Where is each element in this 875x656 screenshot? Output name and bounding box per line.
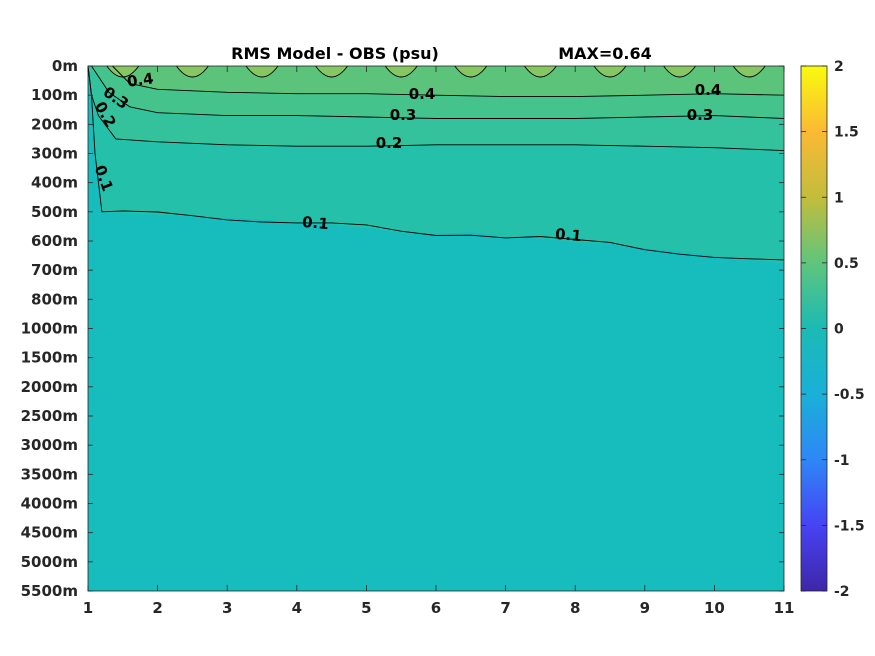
contour-label: 0.1 bbox=[301, 213, 329, 233]
colorbar-tick-label: -1.5 bbox=[834, 518, 865, 534]
surface-contour bbox=[454, 65, 488, 78]
field-layers bbox=[88, 66, 784, 591]
y-tick-label: 0m bbox=[52, 57, 78, 75]
colorbar-tick-label: 0 bbox=[834, 322, 844, 338]
y-tick-label: 600m bbox=[31, 232, 78, 250]
colorbar-tick-label: -1 bbox=[834, 453, 850, 469]
surface-contour bbox=[524, 65, 557, 78]
x-tick-label: 5 bbox=[361, 599, 371, 617]
y-tick-label: 800m bbox=[31, 290, 78, 308]
x-tick-label: 10 bbox=[704, 599, 725, 617]
colorbar-tick-label: -0.5 bbox=[834, 387, 865, 403]
y-tick-label: 400m bbox=[31, 174, 78, 192]
y-tick-label: 500m bbox=[31, 203, 78, 221]
y-tick-label: 5000m bbox=[21, 553, 78, 571]
max-annotation: MAX=0.64 bbox=[558, 44, 652, 63]
surface-contour bbox=[106, 65, 140, 78]
colorbar-tick-label: 2 bbox=[834, 59, 844, 75]
surface-contour bbox=[732, 65, 766, 78]
x-tick-label: 7 bbox=[500, 599, 510, 617]
contour-lines bbox=[87, 65, 785, 261]
y-tick-label: 200m bbox=[31, 115, 78, 133]
x-tick-label: 1 bbox=[83, 599, 93, 617]
field-band bbox=[88, 299, 784, 591]
y-tick-label: 3500m bbox=[21, 465, 78, 483]
surface-contour bbox=[176, 65, 209, 78]
y-tick-label: 2000m bbox=[21, 378, 78, 396]
x-tick-label: 4 bbox=[292, 599, 302, 617]
x-tick-label: 8 bbox=[570, 599, 580, 617]
chart-title: RMS Model - OBS (psu) bbox=[231, 44, 439, 63]
contour-labels: 0.10.10.10.20.20.30.3 0.30.40.4 0.4 bbox=[91, 69, 722, 245]
surface-contour bbox=[245, 65, 279, 78]
x-tick-label: 11 bbox=[774, 599, 795, 617]
contour-0.4 bbox=[112, 65, 785, 98]
contour-0.3 bbox=[91, 65, 785, 119]
x-tick-label: 3 bbox=[222, 599, 232, 617]
y-axis: 0m 100m 200m 300m 400m 500m 600m 700m 800m 1000m 1… bbox=[21, 57, 784, 600]
contour-0.2 bbox=[87, 65, 785, 152]
x-axis: 1 2 3 4 5 6 7 8 9 10 11 bbox=[83, 66, 795, 617]
y-tick-label: 4500m bbox=[21, 524, 78, 542]
colorbar-tick-label: -2 bbox=[834, 584, 850, 600]
contour-label: 0.3 bbox=[390, 106, 417, 124]
x-tick-label: 9 bbox=[640, 599, 650, 617]
y-tick-label: 5500m bbox=[21, 582, 78, 600]
x-tick-label: 6 bbox=[431, 599, 441, 617]
colorbar-tick-label: 1.5 bbox=[834, 125, 859, 141]
contour-label: 0.2 bbox=[376, 134, 403, 152]
colorbar-tick-label: 1 bbox=[834, 190, 844, 206]
contour-label: 0.4 bbox=[126, 69, 155, 91]
surface-contour bbox=[315, 65, 348, 78]
colorbar-tick-label: 0.5 bbox=[834, 256, 859, 272]
contour-0.1 bbox=[87, 65, 785, 261]
y-tick-label: 1000m bbox=[21, 320, 78, 338]
x-tick-label: 2 bbox=[152, 599, 162, 617]
y-tick-label: 1500m bbox=[21, 349, 78, 367]
colorbar-ticks: 2 1.5 1 0.5 0 -0.5 -1 -1.5 -2 bbox=[801, 59, 865, 600]
surface-contour bbox=[384, 65, 418, 78]
y-tick-label: 3000m bbox=[21, 436, 78, 454]
contour-label: 0.4 bbox=[695, 81, 722, 99]
y-tick-label: 100m bbox=[31, 86, 78, 104]
contour-label: 0.3 bbox=[687, 106, 714, 124]
y-tick-label: 4000m bbox=[21, 495, 78, 513]
contour-label: 0.1 bbox=[554, 225, 582, 245]
surface-contour bbox=[593, 65, 627, 78]
y-tick-label: 300m bbox=[31, 145, 78, 163]
y-tick-label: 700m bbox=[31, 261, 78, 279]
y-tick-label: 2500m bbox=[21, 407, 78, 425]
surface-contour bbox=[663, 65, 696, 78]
contour-label: 0.4 bbox=[409, 85, 436, 103]
